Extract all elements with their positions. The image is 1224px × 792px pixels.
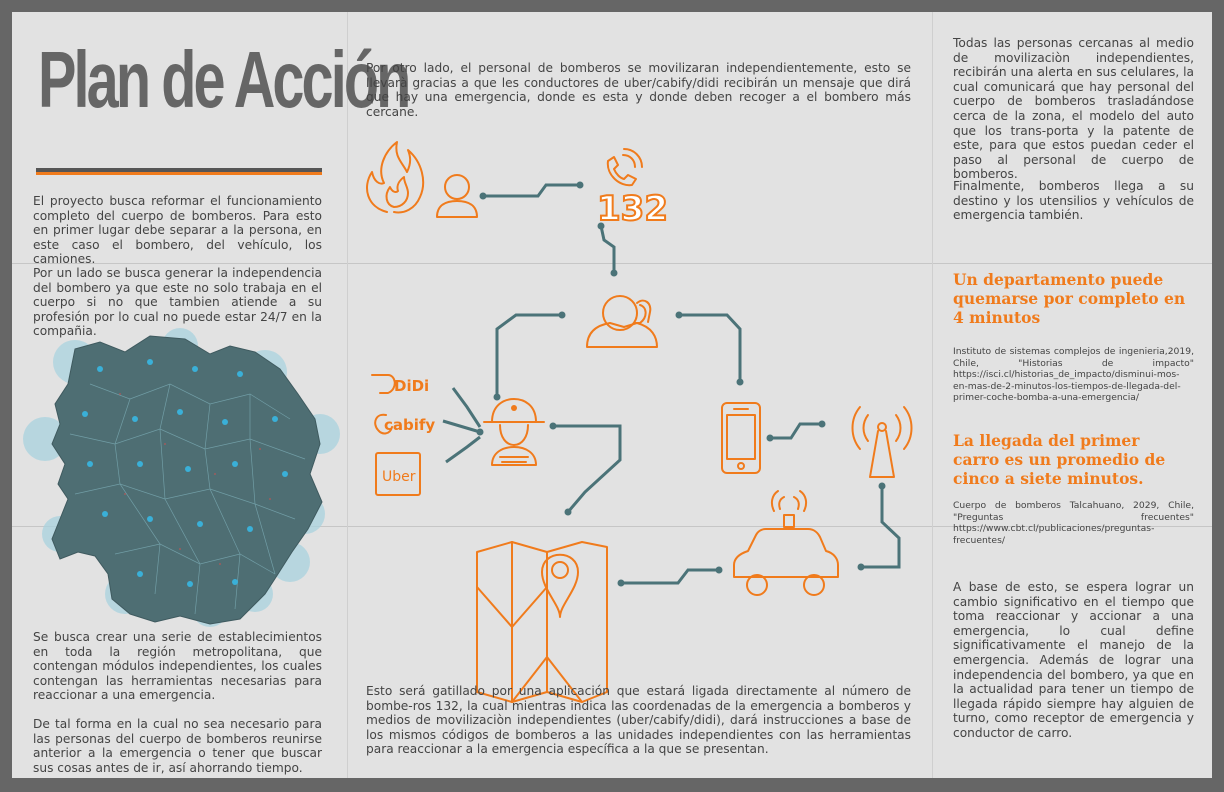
process-diagram: 132 DiDi cabify — [366, 141, 913, 703]
smartphone-icon — [721, 402, 761, 474]
establishments-paragraph: Se busca crear una serie de establecimie… — [33, 630, 322, 703]
app-trigger-paragraph: Esto será gatillado por una aplicación q… — [366, 684, 911, 757]
cabify-logo: cabify — [374, 413, 435, 435]
person-icon — [436, 174, 478, 218]
fold-line — [932, 12, 933, 778]
reference-cbt: Cuerpo de bomberos Talcahuano, 2029, Chi… — [953, 500, 1194, 546]
stat-arrival-time: La llegada del primer carro es un promed… — [953, 431, 1166, 488]
santiago-region-map — [23, 328, 340, 627]
title-underline-accent — [36, 172, 322, 175]
uber-logo: Uber — [375, 452, 421, 496]
call-operator-icon — [586, 295, 658, 348]
fold-line — [12, 263, 1212, 264]
intro-paragraph: El proyecto busca reformar el funcionami… — [33, 194, 322, 267]
connector-lines — [442, 181, 901, 587]
fold-line — [12, 526, 1212, 527]
svg-text:cabify: cabify — [384, 416, 435, 434]
car-icon — [733, 490, 839, 596]
conclusion-paragraph: A base de esto, se espera lograr un camb… — [953, 580, 1194, 740]
reference-isci: Instituto de sistemas complejos de ingen… — [953, 346, 1194, 403]
nearby-alert-paragraph: Todas las personas cercanas al medio de … — [953, 36, 1194, 182]
infographic-poster: Plan de Acción El proyecto busca reforma… — [12, 12, 1212, 778]
firefighter-icon — [483, 398, 545, 466]
phone-call-icon — [606, 148, 643, 187]
svg-text:Uber: Uber — [382, 469, 416, 485]
map-icon — [476, 541, 608, 703]
emergency-number: 132 — [597, 189, 668, 229]
page-title: Plan de Acción — [38, 35, 411, 124]
station-points — [82, 359, 288, 587]
didi-logo: DiDi — [371, 374, 429, 395]
time-saving-paragraph: De tal forma en la cual no sea necesario… — [33, 717, 322, 775]
map-region-shape — [51, 335, 323, 625]
fold-line — [347, 12, 348, 778]
mobilization-paragraph: Por otro lado, el personal de bomberos s… — [366, 61, 911, 119]
antenna-icon — [851, 406, 913, 478]
svg-text:DiDi: DiDi — [394, 377, 429, 395]
fire-icon — [366, 141, 425, 214]
independence-paragraph: Por un lado se busca generar la independ… — [33, 266, 322, 339]
stat-department-burn: Un departamento puede quemarse por compl… — [953, 270, 1186, 327]
arrival-paragraph: Finalmente, bomberos llega a su destino … — [953, 179, 1194, 223]
title-underline — [36, 168, 322, 172]
